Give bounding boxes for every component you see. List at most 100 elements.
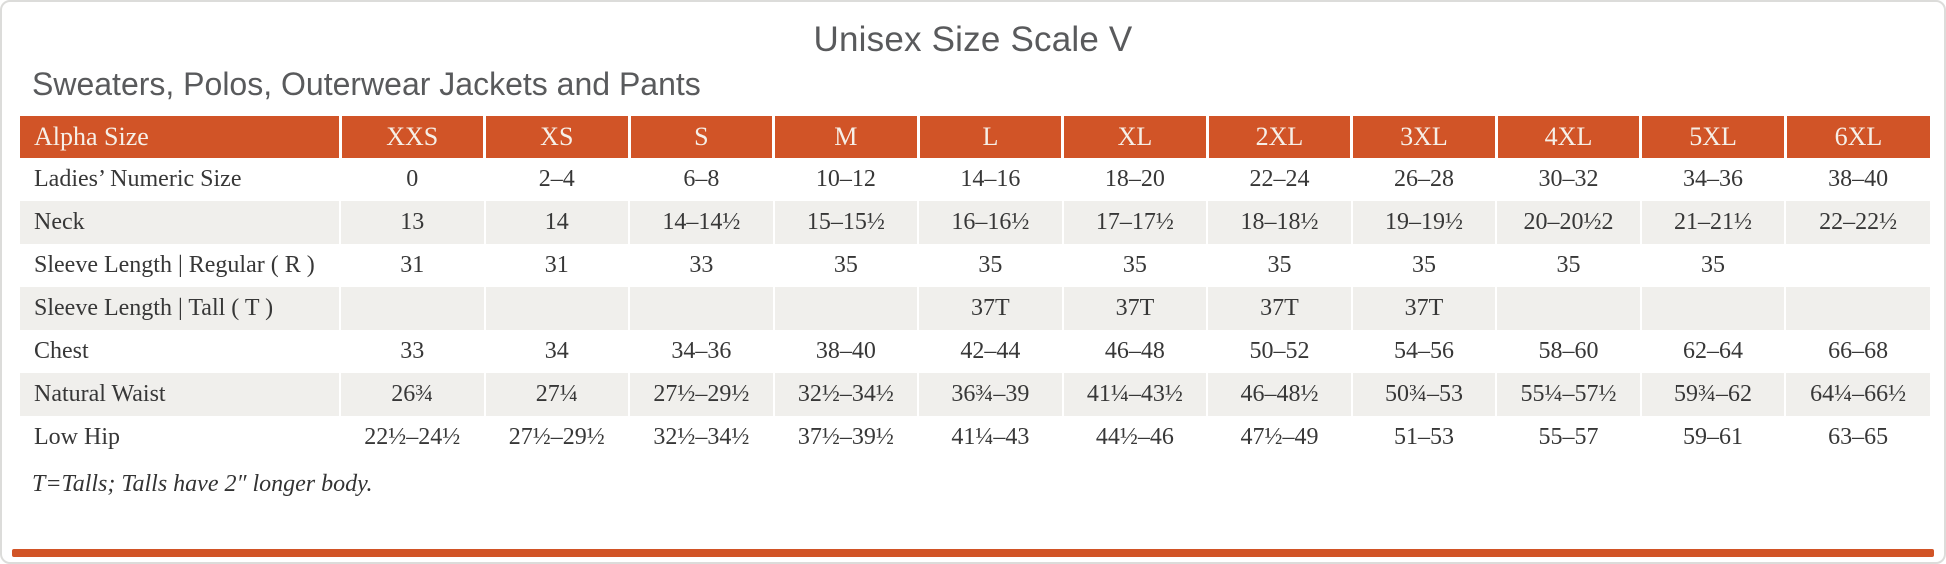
header-cell: M [772, 116, 919, 158]
table-row: Sleeve Length | Regular ( R ) 31 31 33 35 35 3… [20, 244, 1930, 287]
size-cell: 37½–39½ [772, 416, 919, 459]
size-cell: 13 [339, 201, 485, 244]
header-row: Alpha Size XXS XS S M L XL 2XL 3XL 4XL 5XL 6XL [20, 116, 1930, 158]
size-cell: 18–20 [1061, 158, 1208, 201]
size-cell: 38–40 [772, 330, 919, 373]
header-cell: L [916, 116, 1063, 158]
size-cell: 54–56 [1350, 330, 1497, 373]
size-cell: 20–20½2 [1495, 201, 1641, 244]
size-cell: 26–28 [1350, 158, 1497, 201]
size-cell: 32½–34½ [628, 416, 774, 459]
size-cell: 16–16½ [917, 201, 1063, 244]
size-cell: 34–36 [1639, 158, 1786, 201]
row-label: Natural Waist [20, 373, 340, 416]
table-row: Ladies’ Numeric Size 0 2–4 6–8 10–12 14–16 18–… [20, 158, 1930, 201]
size-cell: 35 [917, 244, 1063, 287]
header-cell-alpha-size: Alpha Size [20, 116, 340, 158]
size-cell: 22–24 [1206, 158, 1352, 201]
header-cell: XL [1061, 116, 1208, 158]
size-cell: 59¾–62 [1639, 373, 1786, 416]
size-cell: 35 [772, 244, 919, 287]
header-cell: 4XL [1494, 116, 1641, 158]
size-cell: 35 [1206, 244, 1352, 287]
size-cell: 42–44 [917, 330, 1063, 373]
size-cell: 31 [339, 244, 485, 287]
table-body: Ladies’ Numeric Size 0 2–4 6–8 10–12 14–16 18–… [20, 158, 1930, 459]
size-table: Alpha Size XXS XS S M L XL 2XL 3XL 4XL 5XL 6XL Ladi… [20, 116, 1930, 459]
size-cell: 31 [483, 244, 630, 287]
size-cell: 19–19½ [1350, 201, 1497, 244]
size-cell: 37T [1206, 287, 1352, 330]
size-cell: 66–68 [1784, 330, 1930, 373]
row-label: Sleeve Length | Tall ( T ) [20, 287, 340, 330]
size-cell: 36¾–39 [917, 373, 1063, 416]
size-cell: 22–22½ [1784, 201, 1930, 244]
size-cell [1639, 287, 1786, 330]
table-row: Sleeve Length | Tall ( T ) 37T 37T 37T 37T [20, 287, 1930, 330]
size-cell: 59–61 [1639, 416, 1786, 459]
size-cell: 21–21½ [1639, 201, 1786, 244]
size-cell: 10–12 [772, 158, 919, 201]
size-cell [628, 287, 774, 330]
size-cell: 27¼ [483, 373, 630, 416]
table-row: Chest 33 34 34–36 38–40 42–44 46–48 50–52 54–56 5… [20, 330, 1930, 373]
row-label: Sleeve Length | Regular ( R ) [20, 244, 340, 287]
table-row: Neck 13 14 14–14½ 15–15½ 16–16½ 17–17½ 18–18½ 19… [20, 201, 1930, 244]
size-cell: 58–60 [1495, 330, 1641, 373]
size-cell: 50¾–53 [1350, 373, 1497, 416]
size-cell: 30–32 [1495, 158, 1641, 201]
size-cell [1784, 244, 1930, 287]
size-cell: 14–14½ [628, 201, 774, 244]
size-cell [339, 287, 485, 330]
size-cell: 35 [1495, 244, 1641, 287]
size-cell: 35 [1639, 244, 1786, 287]
size-cell: 55–57 [1495, 416, 1641, 459]
size-cell: 15–15½ [772, 201, 919, 244]
size-cell [772, 287, 919, 330]
size-cell: 35 [1061, 244, 1208, 287]
size-cell: 34 [483, 330, 630, 373]
page-subtitle: Sweaters, Polos, Outerwear Jackets and P… [32, 66, 701, 102]
bottom-accent-bar [12, 549, 1934, 557]
size-cell: 35 [1350, 244, 1497, 287]
header-cell: XS [483, 116, 630, 158]
size-cell: 37T [917, 287, 1063, 330]
size-cell: 63–65 [1784, 416, 1930, 459]
size-cell: 14–16 [917, 158, 1063, 201]
size-cell: 37T [1350, 287, 1497, 330]
size-cell [483, 287, 630, 330]
row-label: Chest [20, 330, 340, 373]
size-cell: 27½–29½ [483, 416, 630, 459]
row-label: Ladies’ Numeric Size [20, 158, 340, 201]
size-cell: 22½–24½ [339, 416, 485, 459]
size-cell: 34–36 [628, 330, 774, 373]
size-cell: 41¼–43 [917, 416, 1063, 459]
header-cell: 3XL [1350, 116, 1497, 158]
size-cell [1784, 287, 1930, 330]
size-cell: 55¼–57½ [1495, 373, 1641, 416]
size-cell: 38–40 [1784, 158, 1930, 201]
size-cell: 62–64 [1639, 330, 1786, 373]
size-cell: 44½–46 [1061, 416, 1208, 459]
footnote: T=Talls; Talls have 2″ longer body. [32, 471, 373, 497]
header-cell: 5XL [1639, 116, 1786, 158]
size-cell: 18–18½ [1206, 201, 1352, 244]
size-cell: 41¼–43½ [1061, 373, 1208, 416]
size-cell: 50–52 [1206, 330, 1352, 373]
size-cell: 0 [339, 158, 485, 201]
size-cell: 46–48½ [1206, 373, 1352, 416]
page-title: Unisex Size Scale V [813, 20, 1133, 59]
size-cell: 64¼–66½ [1784, 373, 1930, 416]
header-cell: XXS [338, 116, 485, 158]
row-label: Neck [20, 201, 340, 244]
size-cell: 51–53 [1350, 416, 1497, 459]
size-cell: 14 [483, 201, 630, 244]
size-cell: 33 [339, 330, 485, 373]
header-cell: S [627, 116, 774, 158]
size-cell: 26¾ [339, 373, 485, 416]
size-cell: 37T [1061, 287, 1208, 330]
size-cell: 6–8 [628, 158, 774, 201]
header-cell: 6XL [1783, 116, 1930, 158]
size-cell: 32½–34½ [772, 373, 919, 416]
